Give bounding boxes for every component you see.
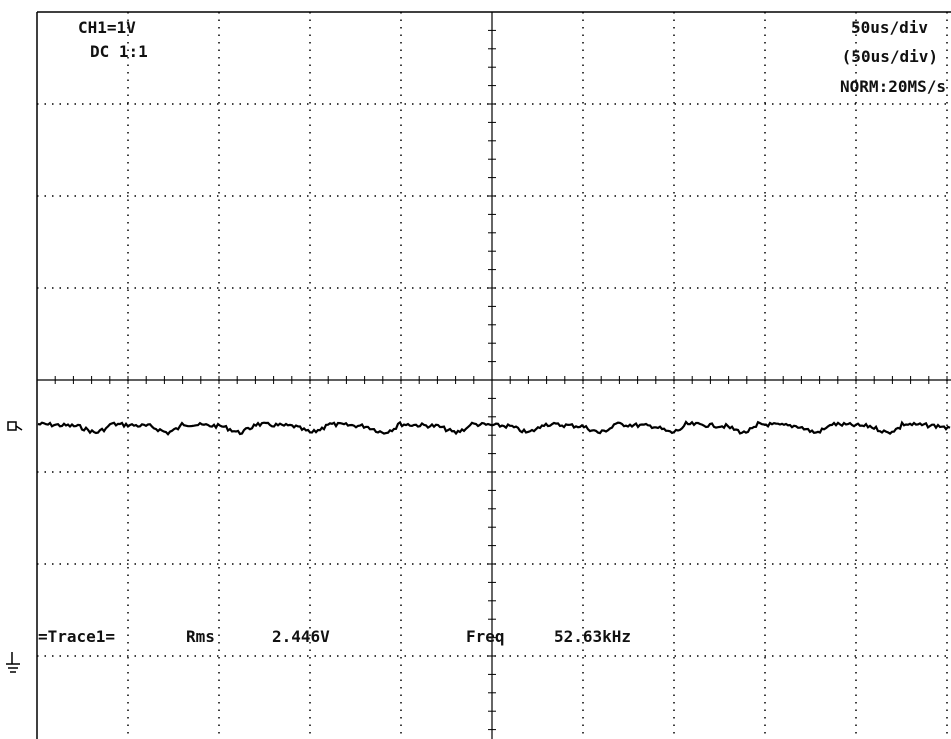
rms-label: Rms [186, 627, 215, 646]
waveform [37, 420, 951, 436]
timebase-main: 50us/div [851, 18, 928, 37]
freq-label: Freq [466, 627, 505, 646]
freq-value: 52.63kHz [554, 627, 631, 646]
channel-marker [7, 421, 23, 431]
acquisition-mode: NORM:20MS/s [840, 77, 946, 96]
graticule [36, 11, 951, 739]
rms-value: 2.446V [272, 627, 330, 646]
timebase-delayed: (50us/div) [842, 47, 938, 66]
channel-scale: CH1=1V [78, 18, 136, 37]
channel-coupling: DC 1:1 [90, 42, 148, 61]
ground-marker [6, 652, 20, 673]
trace-label: =Trace1= [38, 627, 115, 646]
